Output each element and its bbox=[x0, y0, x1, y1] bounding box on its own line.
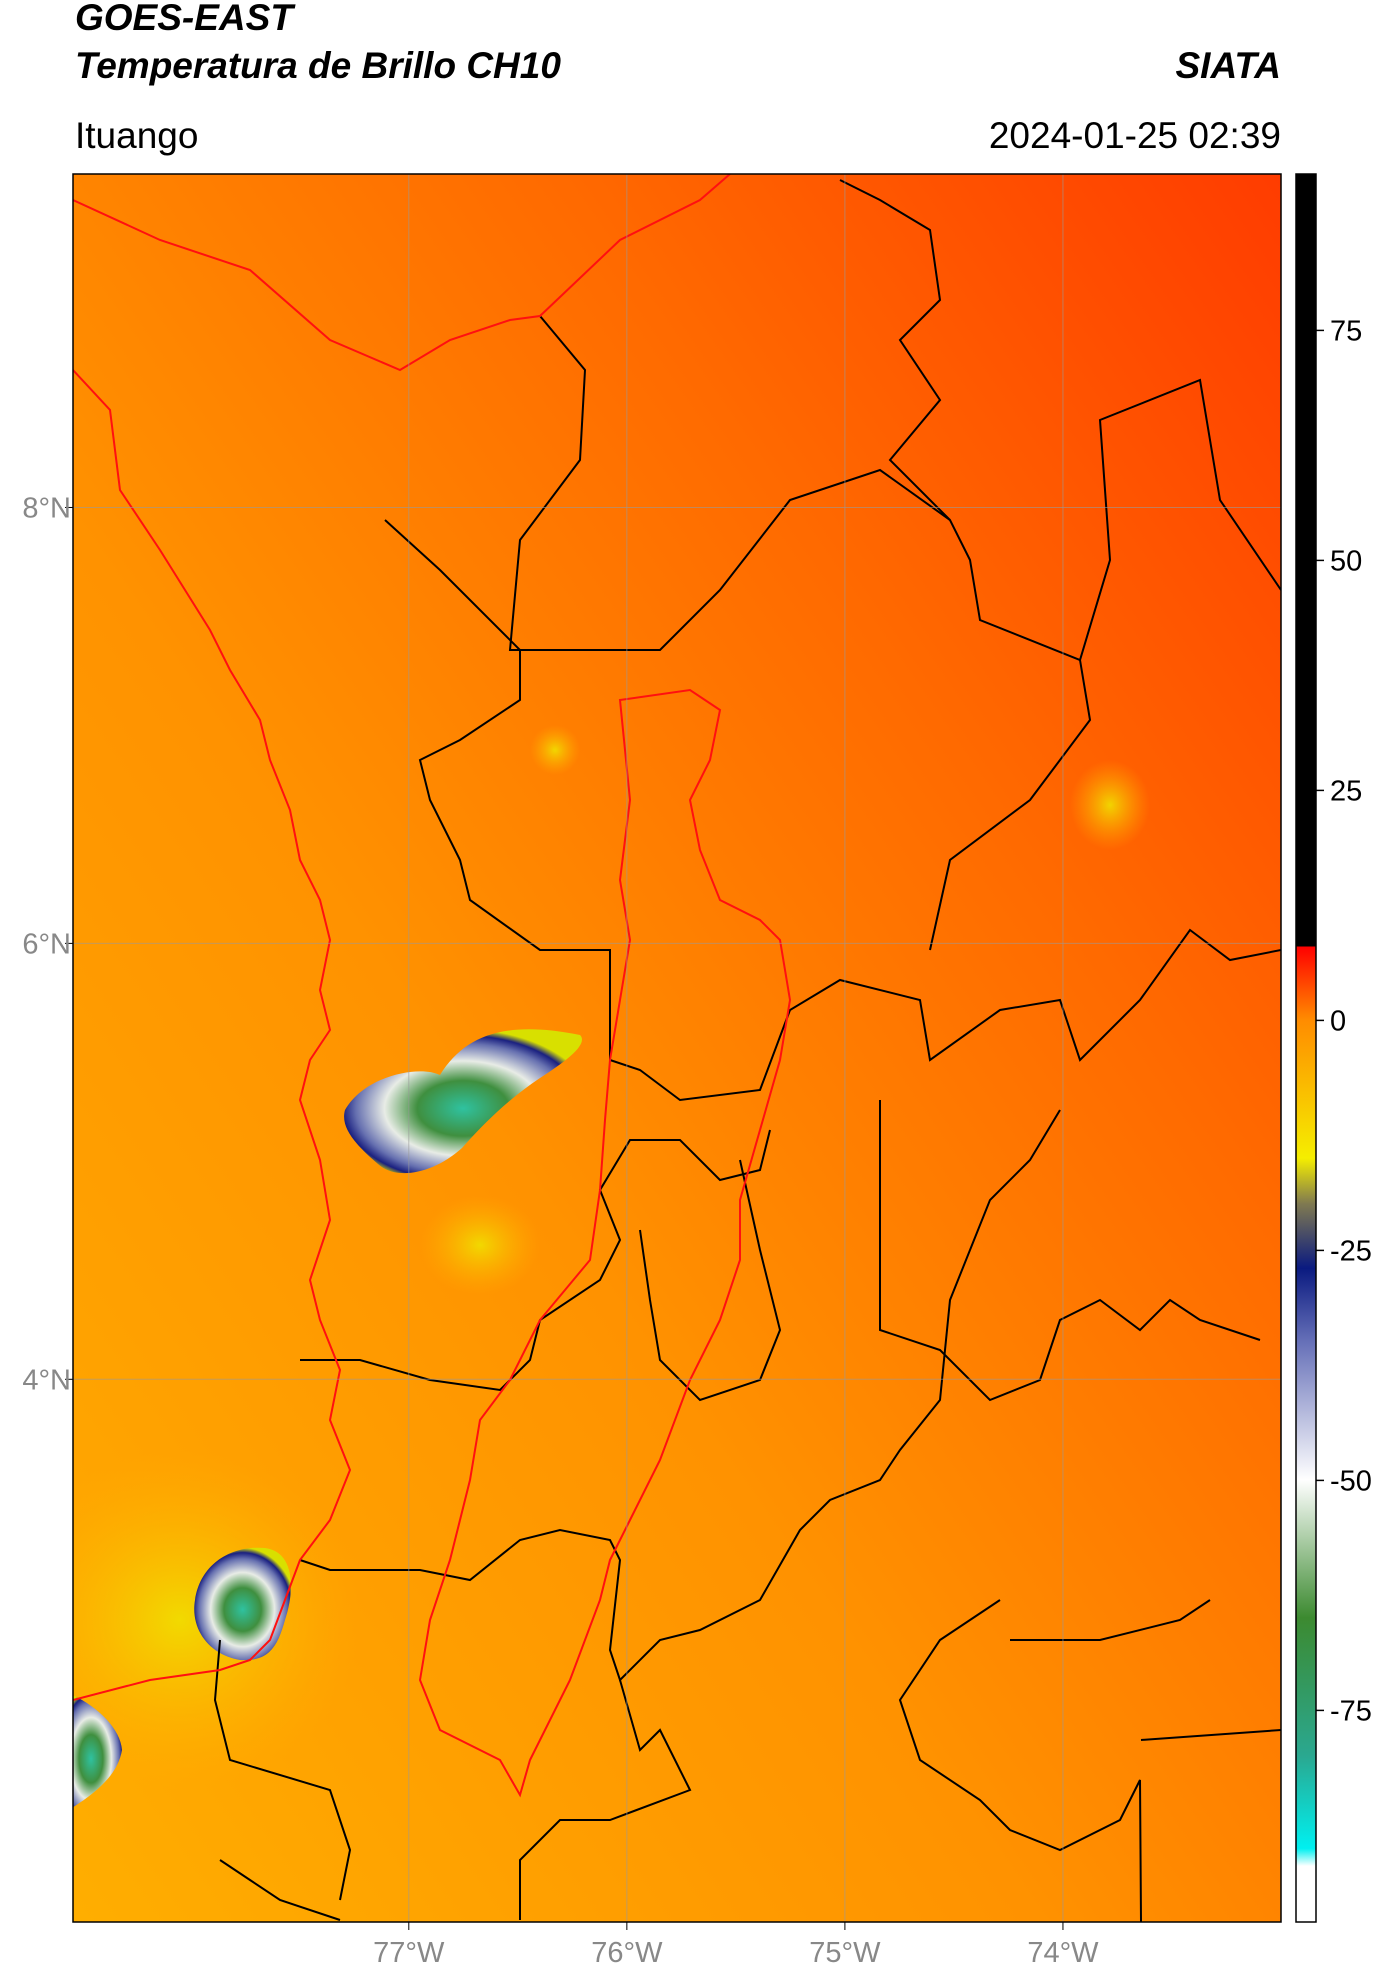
colorbar-tick-label: -75 bbox=[1330, 1695, 1372, 1727]
colorbar-tick-label: 75 bbox=[1330, 315, 1362, 347]
colorbar-tick-label: -50 bbox=[1330, 1465, 1372, 1497]
colorbar-tick-label: 0 bbox=[1330, 1005, 1346, 1037]
warm-patch bbox=[1070, 760, 1150, 850]
grid bbox=[65, 174, 1281, 1930]
colorbar bbox=[1295, 173, 1317, 1923]
cloud bbox=[344, 1029, 582, 1174]
coastline bbox=[73, 174, 792, 1798]
map-frame bbox=[72, 173, 1282, 1923]
x-tick-label: 77°W bbox=[373, 1937, 445, 1969]
map-field bbox=[73, 174, 1281, 1922]
x-tick-label: 75°W bbox=[809, 1937, 881, 1969]
colorbar-tick-label: -25 bbox=[1330, 1235, 1372, 1267]
warm-patch bbox=[530, 725, 580, 775]
y-tick-label: 4°N bbox=[22, 1364, 71, 1396]
cloud bbox=[194, 1547, 291, 1661]
cloud bbox=[73, 1695, 122, 1808]
colorbar-tick-label: 25 bbox=[1330, 775, 1362, 807]
borders bbox=[213, 179, 1281, 1922]
y-tick-label: 8°N bbox=[22, 492, 71, 524]
warm-patch bbox=[73, 1450, 360, 1790]
colorbar-tick-label: 50 bbox=[1330, 545, 1362, 577]
title: GOES-EAST bbox=[75, 0, 296, 38]
source: SIATA bbox=[1175, 45, 1281, 86]
location: Ituango bbox=[75, 115, 198, 156]
subtitle: Temperatura de Brillo CH10 bbox=[75, 45, 561, 86]
x-tick-label: 74°W bbox=[1027, 1937, 1099, 1969]
y-tick-label: 6°N bbox=[22, 928, 71, 960]
warm-patch bbox=[420, 1195, 540, 1295]
timestamp: 2024-01-25 02:39 bbox=[989, 115, 1281, 156]
x-tick-label: 76°W bbox=[591, 1937, 663, 1969]
